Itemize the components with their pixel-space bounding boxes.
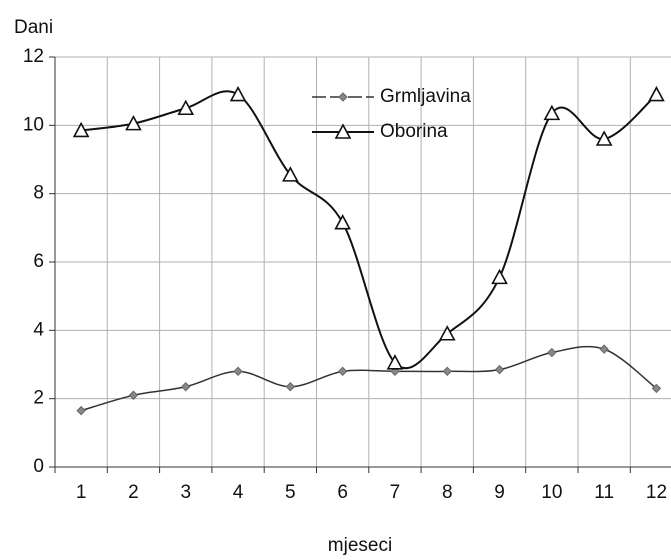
data-point: [125, 114, 142, 131]
legend-label: Oborina: [380, 121, 448, 142]
x-tick-label: 11: [594, 482, 614, 503]
data-point: [651, 383, 662, 394]
data-point: [337, 366, 348, 377]
data-point: [128, 390, 139, 400]
data-point: [282, 166, 299, 182]
y-tick-label: 2: [33, 388, 44, 409]
data-point: [438, 325, 456, 341]
y-axis-label: Dani: [14, 17, 53, 38]
data-point: [229, 85, 247, 102]
y-tick-label: 6: [33, 251, 44, 272]
x-tick-label: 9: [494, 482, 505, 503]
x-tick-label: 6: [337, 482, 348, 503]
data-point: [491, 268, 508, 285]
y-tick-label: 10: [23, 114, 44, 135]
data-point: [494, 364, 505, 375]
legend-label: Grmljavina: [380, 86, 471, 107]
x-tick-label: 2: [128, 482, 139, 503]
data-point: [648, 85, 665, 102]
data-point: [386, 354, 404, 370]
y-tick-label: 4: [33, 319, 44, 340]
data-point: [72, 121, 90, 138]
legend-marker: [338, 92, 348, 102]
data-point: [181, 382, 191, 392]
y-tick-label: 0: [33, 456, 44, 477]
data-point: [233, 366, 243, 377]
x-tick-label: 1: [76, 482, 87, 503]
x-tick-label: 3: [180, 482, 191, 503]
y-tick-label: 12: [23, 46, 44, 67]
data-point: [390, 366, 400, 377]
data-point: [177, 99, 195, 116]
x-axis-label: mjeseci: [328, 535, 392, 556]
data-point: [334, 214, 351, 230]
data-point: [442, 366, 452, 377]
data-point: [547, 347, 557, 358]
x-tick-label: 8: [442, 482, 453, 503]
data-point: [599, 344, 609, 354]
data-point: [595, 130, 613, 146]
data-point: [285, 382, 296, 392]
x-tick-label: 10: [541, 482, 562, 503]
y-tick-label: 8: [33, 183, 44, 204]
series-line: [81, 90, 658, 370]
legend-marker: [334, 123, 352, 139]
x-tick-label: 12: [646, 482, 667, 503]
data-point: [76, 405, 86, 416]
data-point: [543, 104, 561, 121]
x-tick-label: 7: [390, 482, 401, 503]
x-tick-label: 5: [285, 482, 296, 503]
x-tick-label: 4: [233, 482, 244, 503]
